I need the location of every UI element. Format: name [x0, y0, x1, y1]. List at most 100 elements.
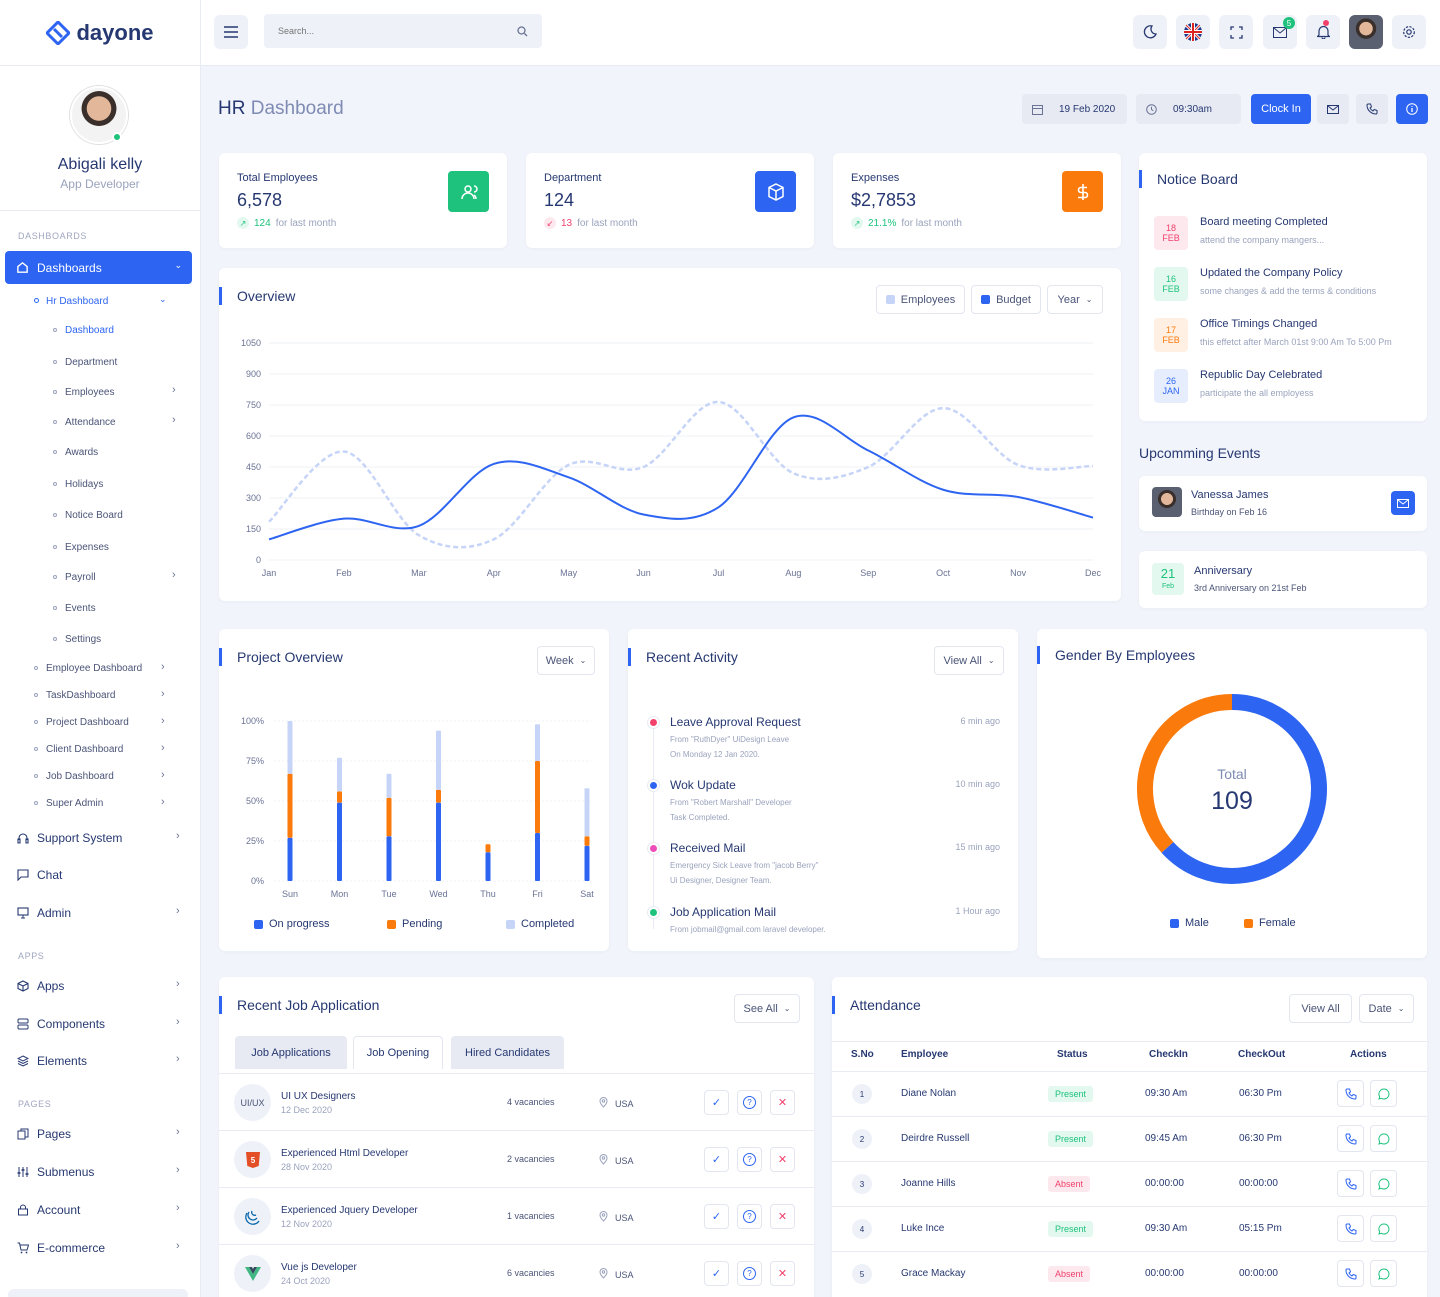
sidebar-subitem-super-admin[interactable]: Super Admin: [46, 798, 104, 809]
approve-button[interactable]: ✓: [704, 1261, 729, 1286]
language-button[interactable]: [1176, 15, 1210, 49]
sidebar-subitem-project-dashboard[interactable]: Project Dashboard: [46, 717, 129, 728]
date-select[interactable]: Date ⌄: [1359, 994, 1414, 1023]
call-employee-button[interactable]: [1337, 1215, 1364, 1242]
sidebar-subitem-expenses[interactable]: Expenses: [65, 542, 109, 553]
sidebar-subitem-job-dashboard[interactable]: Job Dashboard: [46, 771, 114, 782]
help-button[interactable]: ?: [737, 1204, 762, 1229]
call-employee-button[interactable]: [1337, 1260, 1364, 1287]
sidebar-subitem-payroll[interactable]: Payroll: [65, 572, 96, 583]
help-button[interactable]: ?: [737, 1090, 762, 1115]
job-title[interactable]: UI UX Designers: [281, 1091, 356, 1102]
search-icon[interactable]: [517, 26, 528, 37]
week-select[interactable]: Week ⌄: [537, 646, 595, 675]
reject-button[interactable]: ✕: [770, 1261, 795, 1286]
sidebar-item-e-commerce[interactable]: E-commerce: [17, 1241, 105, 1255]
sidebar-scrollbar[interactable]: [8, 1289, 188, 1297]
info-button[interactable]: [1396, 94, 1428, 124]
view-all-select[interactable]: View All ⌄: [934, 646, 1004, 675]
logo[interactable]: dayone: [0, 0, 200, 66]
see-all-select[interactable]: See All ⌄: [734, 994, 800, 1023]
approve-button[interactable]: ✓: [704, 1090, 729, 1115]
activity-title[interactable]: Leave Approval Request: [670, 715, 801, 729]
job-title[interactable]: Vue js Developer: [281, 1262, 357, 1273]
approve-button[interactable]: ✓: [704, 1147, 729, 1172]
sidebar-item-dashboards[interactable]: Dashboards ⌄: [5, 251, 192, 284]
help-button[interactable]: ?: [737, 1261, 762, 1286]
sidebar-subitem-holidays[interactable]: Holidays: [65, 479, 104, 490]
sidebar-item-apps[interactable]: Apps: [17, 979, 64, 993]
help-button[interactable]: ?: [737, 1147, 762, 1172]
legend-swatch: [506, 919, 515, 929]
notice-title[interactable]: Office Timings Changed: [1200, 318, 1318, 330]
user-avatar-button[interactable]: [1349, 15, 1383, 49]
sidebar-item-elements[interactable]: Elements: [17, 1054, 87, 1068]
message-employee-button[interactable]: [1370, 1170, 1397, 1197]
view-all-button[interactable]: View All: [1289, 994, 1352, 1023]
sidebar-item-components[interactable]: Components: [17, 1017, 105, 1031]
event-card[interactable]: Vanessa James Birthday on Feb 16: [1139, 476, 1427, 531]
sidebar-subitem-settings[interactable]: Settings: [65, 634, 102, 645]
notice-title[interactable]: Republic Day Celebrated: [1200, 369, 1323, 381]
job-title[interactable]: Experienced Html Developer: [281, 1148, 409, 1159]
search-input[interactable]: [264, 14, 542, 48]
activity-title[interactable]: Received Mail: [670, 841, 746, 855]
checkin-time: 00:00:00: [1145, 1268, 1184, 1279]
message-employee-button[interactable]: [1370, 1080, 1397, 1107]
sidebar-subitem-dashboard[interactable]: Dashboard: [65, 325, 114, 336]
sidebar-subitem-attendance[interactable]: Attendance: [65, 417, 116, 428]
reject-button[interactable]: ✕: [770, 1090, 795, 1115]
sidebar-subitem-notice-board[interactable]: Notice Board: [65, 510, 123, 521]
call-employee-button[interactable]: [1337, 1170, 1364, 1197]
sidebar-subitem-taskdashboard[interactable]: TaskDashboard: [46, 690, 116, 701]
notice-title[interactable]: Updated the Company Policy: [1200, 267, 1343, 279]
message-employee-button[interactable]: [1370, 1260, 1397, 1287]
message-employee-button[interactable]: [1370, 1125, 1397, 1152]
call-employee-button[interactable]: [1337, 1125, 1364, 1152]
event-mail-button[interactable]: [1391, 491, 1415, 515]
dark-mode-button[interactable]: [1133, 15, 1167, 49]
event-sub: Birthday on Feb 16: [1191, 507, 1268, 517]
time-picker[interactable]: 09:30am: [1136, 94, 1241, 124]
activity-title[interactable]: Wok Update: [670, 778, 736, 792]
sidebar-item-support-system[interactable]: Support System: [17, 831, 122, 845]
reject-button[interactable]: ✕: [770, 1204, 795, 1229]
year-select[interactable]: Year ⌄: [1047, 285, 1103, 314]
menu-toggle-button[interactable]: [214, 15, 248, 49]
legend-budget-button[interactable]: Budget: [971, 285, 1041, 314]
sidebar-subitem-client-dashboard[interactable]: Client Dashboard: [46, 744, 124, 755]
approve-button[interactable]: ✓: [704, 1204, 729, 1229]
tab-hired-candidates[interactable]: Hired Candidates: [451, 1036, 564, 1069]
sidebar-item-pages[interactable]: Pages: [17, 1127, 71, 1141]
event-card[interactable]: 21 Feb Anniversary 3rd Anniversary on 21s…: [1139, 551, 1427, 608]
sidebar-item-account[interactable]: Account: [17, 1203, 80, 1217]
reject-button[interactable]: ✕: [770, 1147, 795, 1172]
message-employee-button[interactable]: [1370, 1215, 1397, 1242]
legend-employees-button[interactable]: Employees: [876, 285, 965, 314]
timeline-dot: [648, 843, 659, 854]
call-employee-button[interactable]: [1337, 1080, 1364, 1107]
activity-title[interactable]: Job Application Mail: [670, 905, 777, 919]
settings-button[interactable]: [1392, 15, 1426, 49]
sidebar-subitem-events[interactable]: Events: [65, 603, 96, 614]
sidebar-item-chat[interactable]: Chat: [17, 868, 62, 882]
tab-job-opening[interactable]: Job Opening: [353, 1036, 443, 1069]
sidebar-subitem-employees[interactable]: Employees: [65, 387, 115, 398]
sidebar-subitem-awards[interactable]: Awards: [65, 447, 99, 458]
tab-job-applications[interactable]: Job Applications: [235, 1036, 347, 1069]
sidebar-item-hr-dashboard[interactable]: Hr Dashboard: [46, 296, 109, 307]
clock-in-button[interactable]: Clock In: [1251, 94, 1311, 124]
avatar[interactable]: [70, 86, 128, 144]
sidebar-subitem-employee-dashboard[interactable]: Employee Dashboard: [46, 663, 143, 674]
call-button[interactable]: [1356, 94, 1388, 124]
sidebar-item-admin[interactable]: Admin: [17, 906, 71, 920]
mail-button[interactable]: [1317, 94, 1349, 124]
checkout-time: 00:00:00: [1239, 1268, 1278, 1279]
sidebar-subitem-department[interactable]: Department: [65, 357, 118, 368]
sidebar-item-submenus[interactable]: Submenus: [17, 1165, 94, 1179]
notice-title[interactable]: Board meeting Completed: [1200, 216, 1328, 228]
fullscreen-button[interactable]: [1219, 15, 1253, 49]
date-picker[interactable]: 19 Feb 2020: [1022, 94, 1127, 124]
job-title[interactable]: Experienced Jquery Developer: [281, 1205, 418, 1216]
checkout-time: 06:30 Pm: [1239, 1133, 1282, 1144]
